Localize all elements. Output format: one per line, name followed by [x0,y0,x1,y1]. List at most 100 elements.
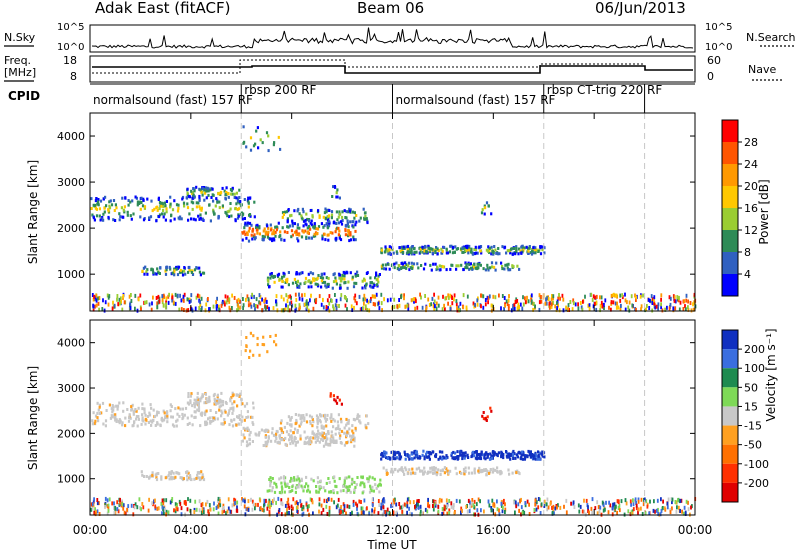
clutter-cell [631,303,634,308]
scatter-cell [296,283,299,287]
scatter-cell [344,229,347,233]
scatter-cell [285,210,289,214]
scatter-cell [543,455,546,459]
scatter-cell [229,188,233,191]
scatter-cell [478,456,481,460]
scatter-cell [339,489,342,493]
scatter-cell [205,189,208,193]
scatter-cell [260,428,263,432]
scatter-cell [156,205,159,209]
clutter-cell [348,504,351,509]
clutter-cell [345,296,347,301]
clutter-cell [140,307,142,312]
scatter-cell [181,273,185,277]
clutter-cell [107,295,110,300]
scatter-cell [198,266,201,270]
scatter-cell [300,477,303,481]
scatter-cell [305,441,308,445]
scatter-cell [464,249,467,252]
clutter-cell [671,497,674,502]
clutter-cell [111,501,114,506]
scatter-cell [256,231,259,235]
clutter-cell [473,512,475,517]
scatter-cell [250,233,253,237]
clutter-cell [416,305,419,310]
scatter-cell [330,430,333,434]
scatter-cell [479,452,482,456]
scatter-cell [225,190,228,194]
clutter-cell [263,498,266,503]
scatter-cell [148,411,151,415]
cpid-program-label: rbsp CT-trig 220 RF [547,83,663,97]
clutter-cell [339,297,342,302]
clutter-cell [339,510,342,514]
scatter-cell [273,340,276,344]
scatter-cell [356,476,359,479]
clutter-cell [588,306,591,311]
scatter-cell [419,469,422,473]
scatter-cell [219,398,222,402]
scatter-cell [272,237,275,241]
clutter-cell [193,510,196,514]
scatter-cell [365,426,368,430]
scatter-cell [516,455,519,459]
scatter-cell [330,419,333,423]
scatter-cell [256,126,259,130]
scatter-cell [262,444,265,447]
scatter-cell [297,485,300,489]
scatter-cell [289,418,292,422]
scatter-cell [252,235,255,238]
clutter-cell [538,307,541,312]
scatter-cell [503,245,507,249]
scatter-cell [298,479,301,483]
clutter-cell [353,296,356,301]
scatter-cell [251,237,254,241]
colorbar-swatch [722,252,738,274]
scatter-cell [508,472,511,476]
scatter-cell [309,271,312,275]
clutter-cell [620,499,623,504]
scatter-cell [315,227,318,231]
clutter-cell [140,507,142,512]
clutter-cell [129,306,132,311]
clutter-cell [171,497,174,501]
scatter-cell [215,411,218,414]
clutter-cell [229,509,232,514]
colorbar-tick-label: -200 [744,477,769,490]
scatter-cell [490,409,493,413]
scatter-cell [355,220,358,224]
scatter-cell [347,230,350,234]
scatter-cell [187,471,190,475]
scatter-cell [320,272,323,276]
clutter-cell [356,506,358,511]
scatter-cell [143,272,146,276]
scatter-cell [293,209,296,213]
scatter-cell [348,427,351,431]
scatter-cell [415,467,418,471]
clutter-cell [167,300,170,305]
clutter-cell [577,302,579,307]
scatter-cell [215,400,218,404]
scatter-cell [213,392,216,396]
scatter-cell [367,480,370,484]
scatter-cell [505,450,508,453]
clutter-cell [176,293,179,298]
scatter-cell [200,190,203,194]
scatter-cell [506,249,509,253]
clutter-cell [685,298,688,303]
scatter-cell [196,396,199,400]
scatter-cell [431,468,434,472]
scatter-cell [306,217,309,221]
scatter-cell [283,425,286,429]
scatter-cell [343,431,346,435]
clutter-cell [619,293,622,298]
scatter-cell [115,418,118,422]
scatter-cell [224,193,227,197]
clutter-cell [130,503,133,508]
freq-panel: Freq. [MHz] 18 8 60 0 Nave [4,54,782,83]
scatter-cell [102,218,105,222]
scatter-cell [268,478,271,481]
clutter-cell [322,297,324,302]
clutter-cell [654,305,657,310]
scatter-cell [541,248,544,252]
